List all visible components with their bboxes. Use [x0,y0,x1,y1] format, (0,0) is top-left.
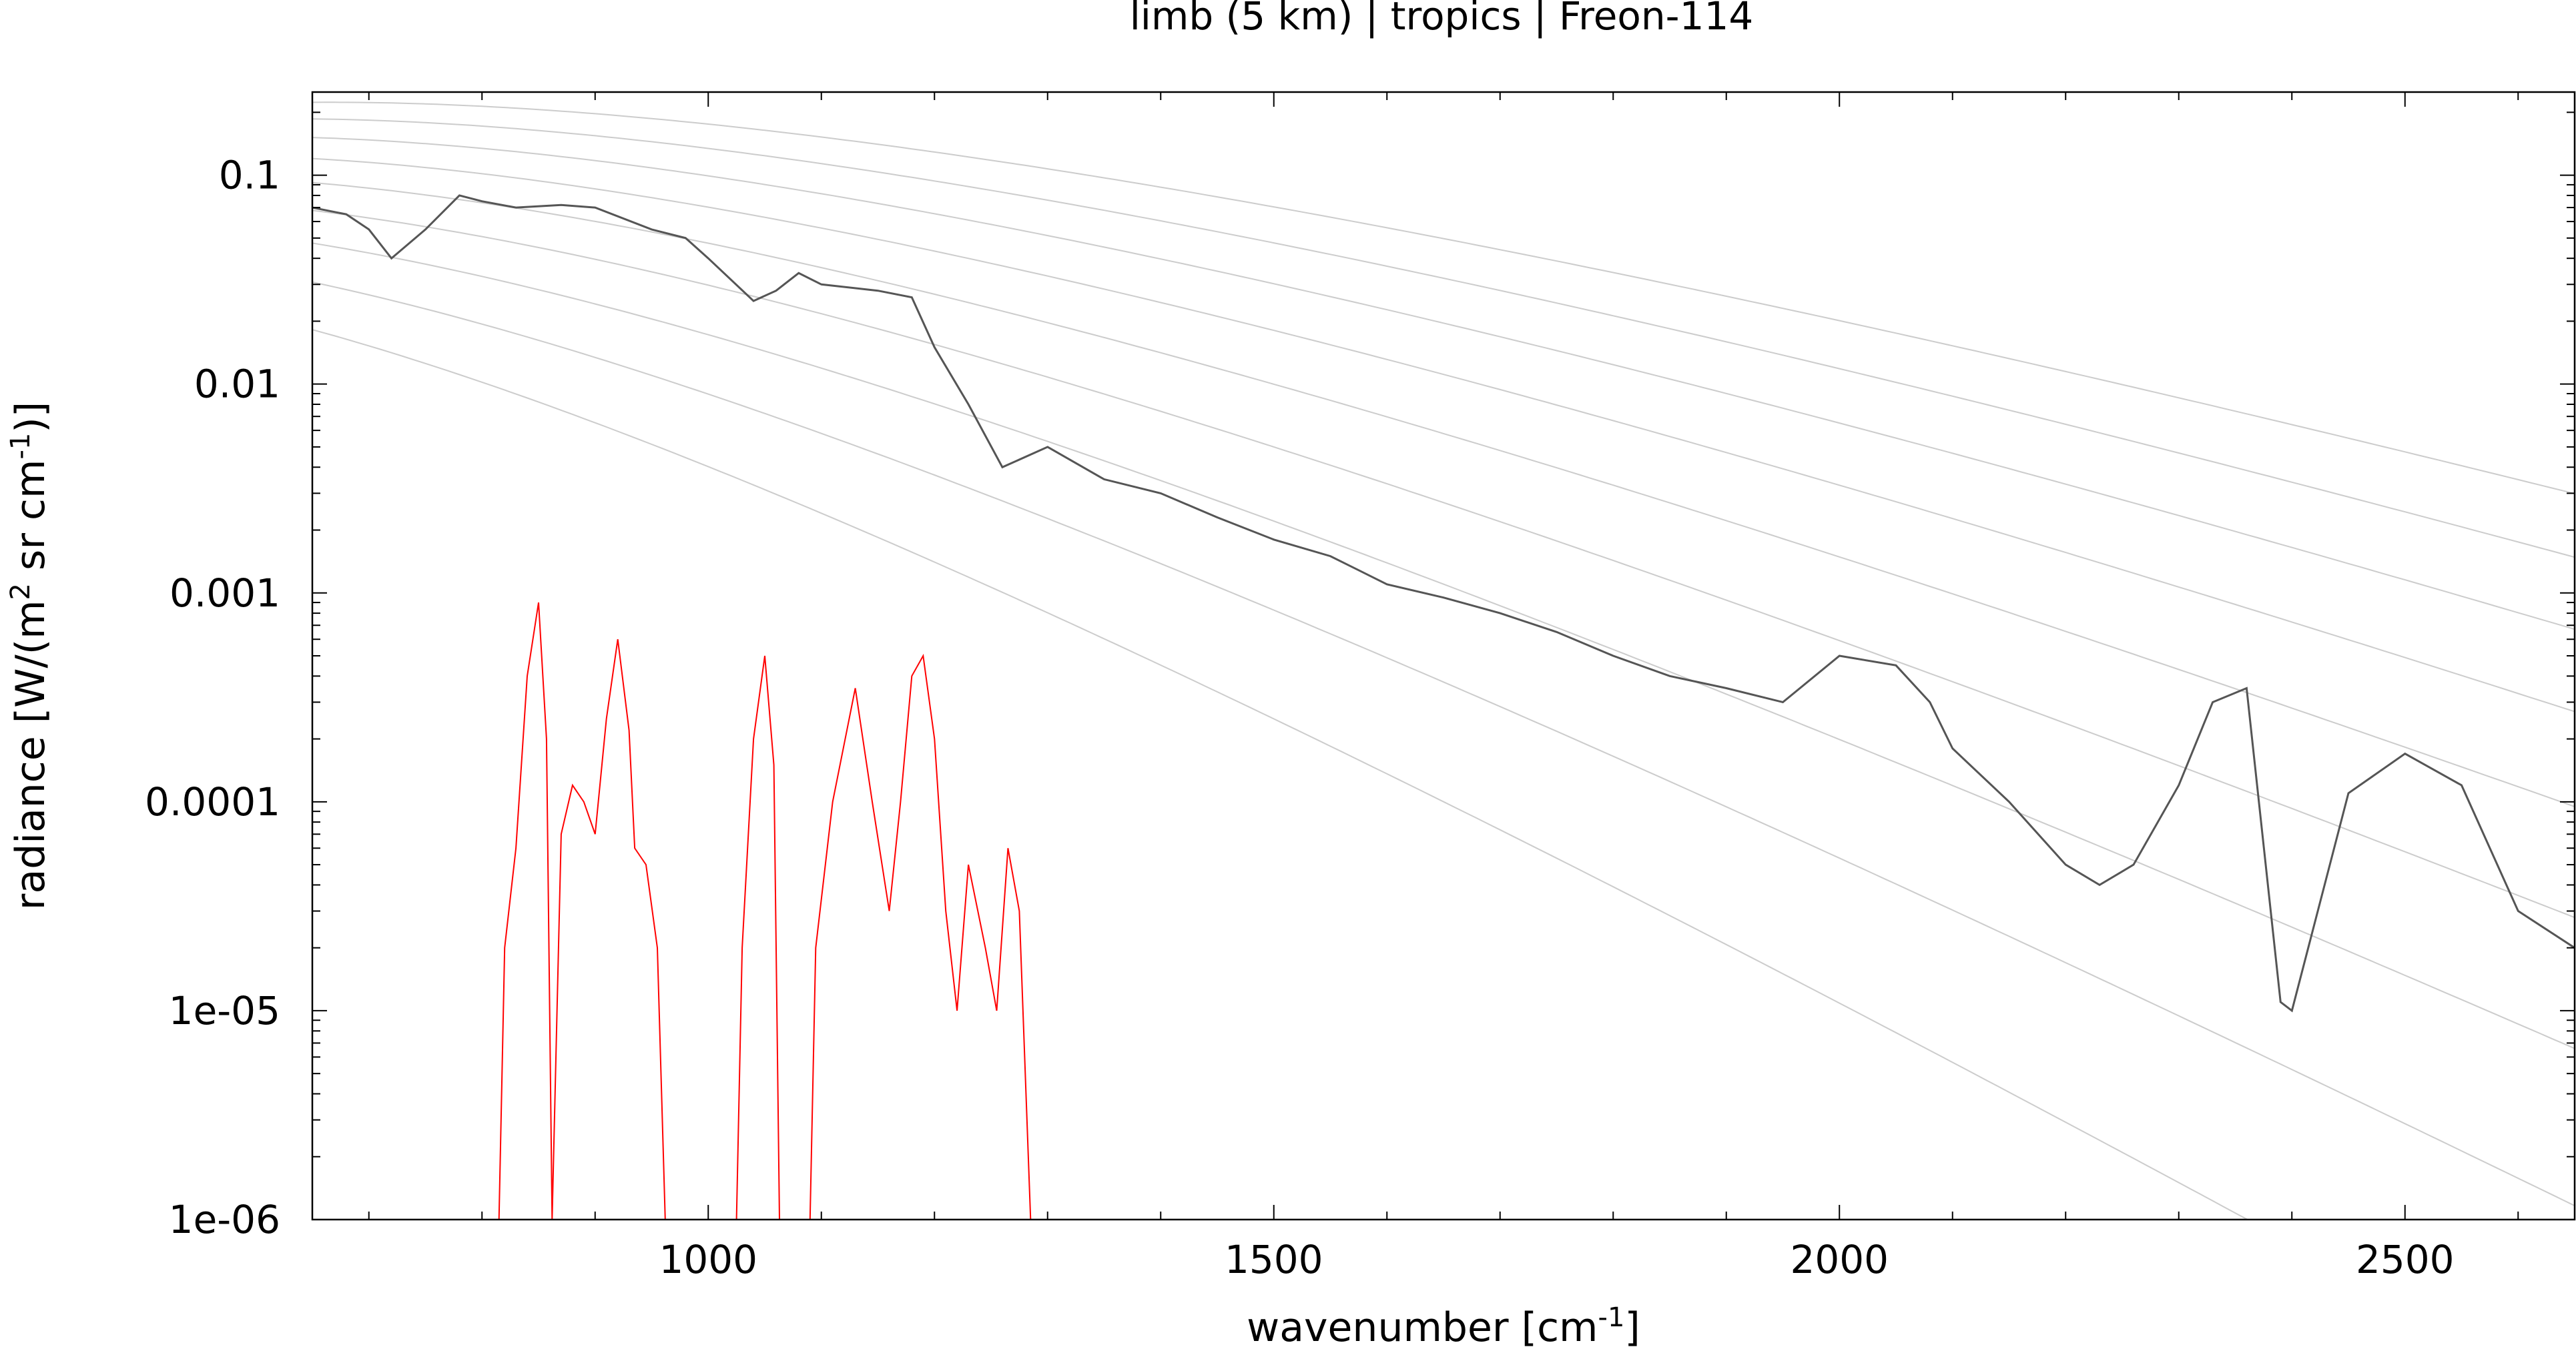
y-tick-label-5: 0.1 [219,153,280,198]
series-line-1 [498,602,1032,1220]
x-tick-label-2500: 2500 [2356,1237,2455,1282]
y-axis-label-a: radiance [W/(m [7,600,54,910]
x-axis-label-main: wavenumber [cm [1247,1304,1598,1351]
y-axis-label-exp2: -1 [5,433,36,460]
x-tick-label-1500: 1500 [1225,1237,1323,1282]
blackbody-curve-180 [312,329,2249,1220]
x-axis-label-end: ] [1624,1304,1640,1351]
y-tick-label-2: 0.0001 [145,779,280,825]
y-axis-label-exp1: 2 [5,583,36,600]
x-tick-label-1000: 1000 [659,1237,757,1282]
blackbody-curve-240 [312,209,2575,919]
x-tick-label-2000: 2000 [1790,1237,1889,1282]
blackbody-curves [312,101,2575,1220]
x-axis-label-exp: -1 [1598,1302,1625,1333]
blackbody-curve-280 [312,157,2575,713]
x-axis: 1000 1500 2000 2500 [368,92,2519,1282]
y-tick-label-3: 0.001 [170,570,280,616]
plot-frame [311,91,2576,1221]
y-axis-label-c: )] [7,402,54,433]
y-tick-label-0: 1e-06 [169,1197,280,1242]
series-layer [312,194,2575,1220]
y-axis-label-b: sr cm [7,459,54,583]
blackbody-curve-200 [312,281,2575,1207]
blackbody-curve-220 [312,242,2575,1049]
chart-title: limb (5 km) | tropics | Freon-114 [1130,0,1754,39]
x-axis-label: wavenumber [cm-1] [1247,1302,1640,1351]
blackbody-curve-260 [312,181,2575,807]
blackbody-curve-320 [312,118,2575,558]
blackbody-curve-340 [312,101,2575,494]
y-tick-label-1: 1e-05 [169,988,280,1033]
series-line-0 [312,194,2575,1013]
y-axis-label: radiance [W/(m2 sr cm-1)] [5,402,54,910]
blackbody-curve-300 [312,137,2575,630]
y-axis: 1e-06 1e-05 0.0001 0.001 0.01 0.1 [145,111,2575,1242]
y-tick-label-4: 0.01 [194,362,280,407]
